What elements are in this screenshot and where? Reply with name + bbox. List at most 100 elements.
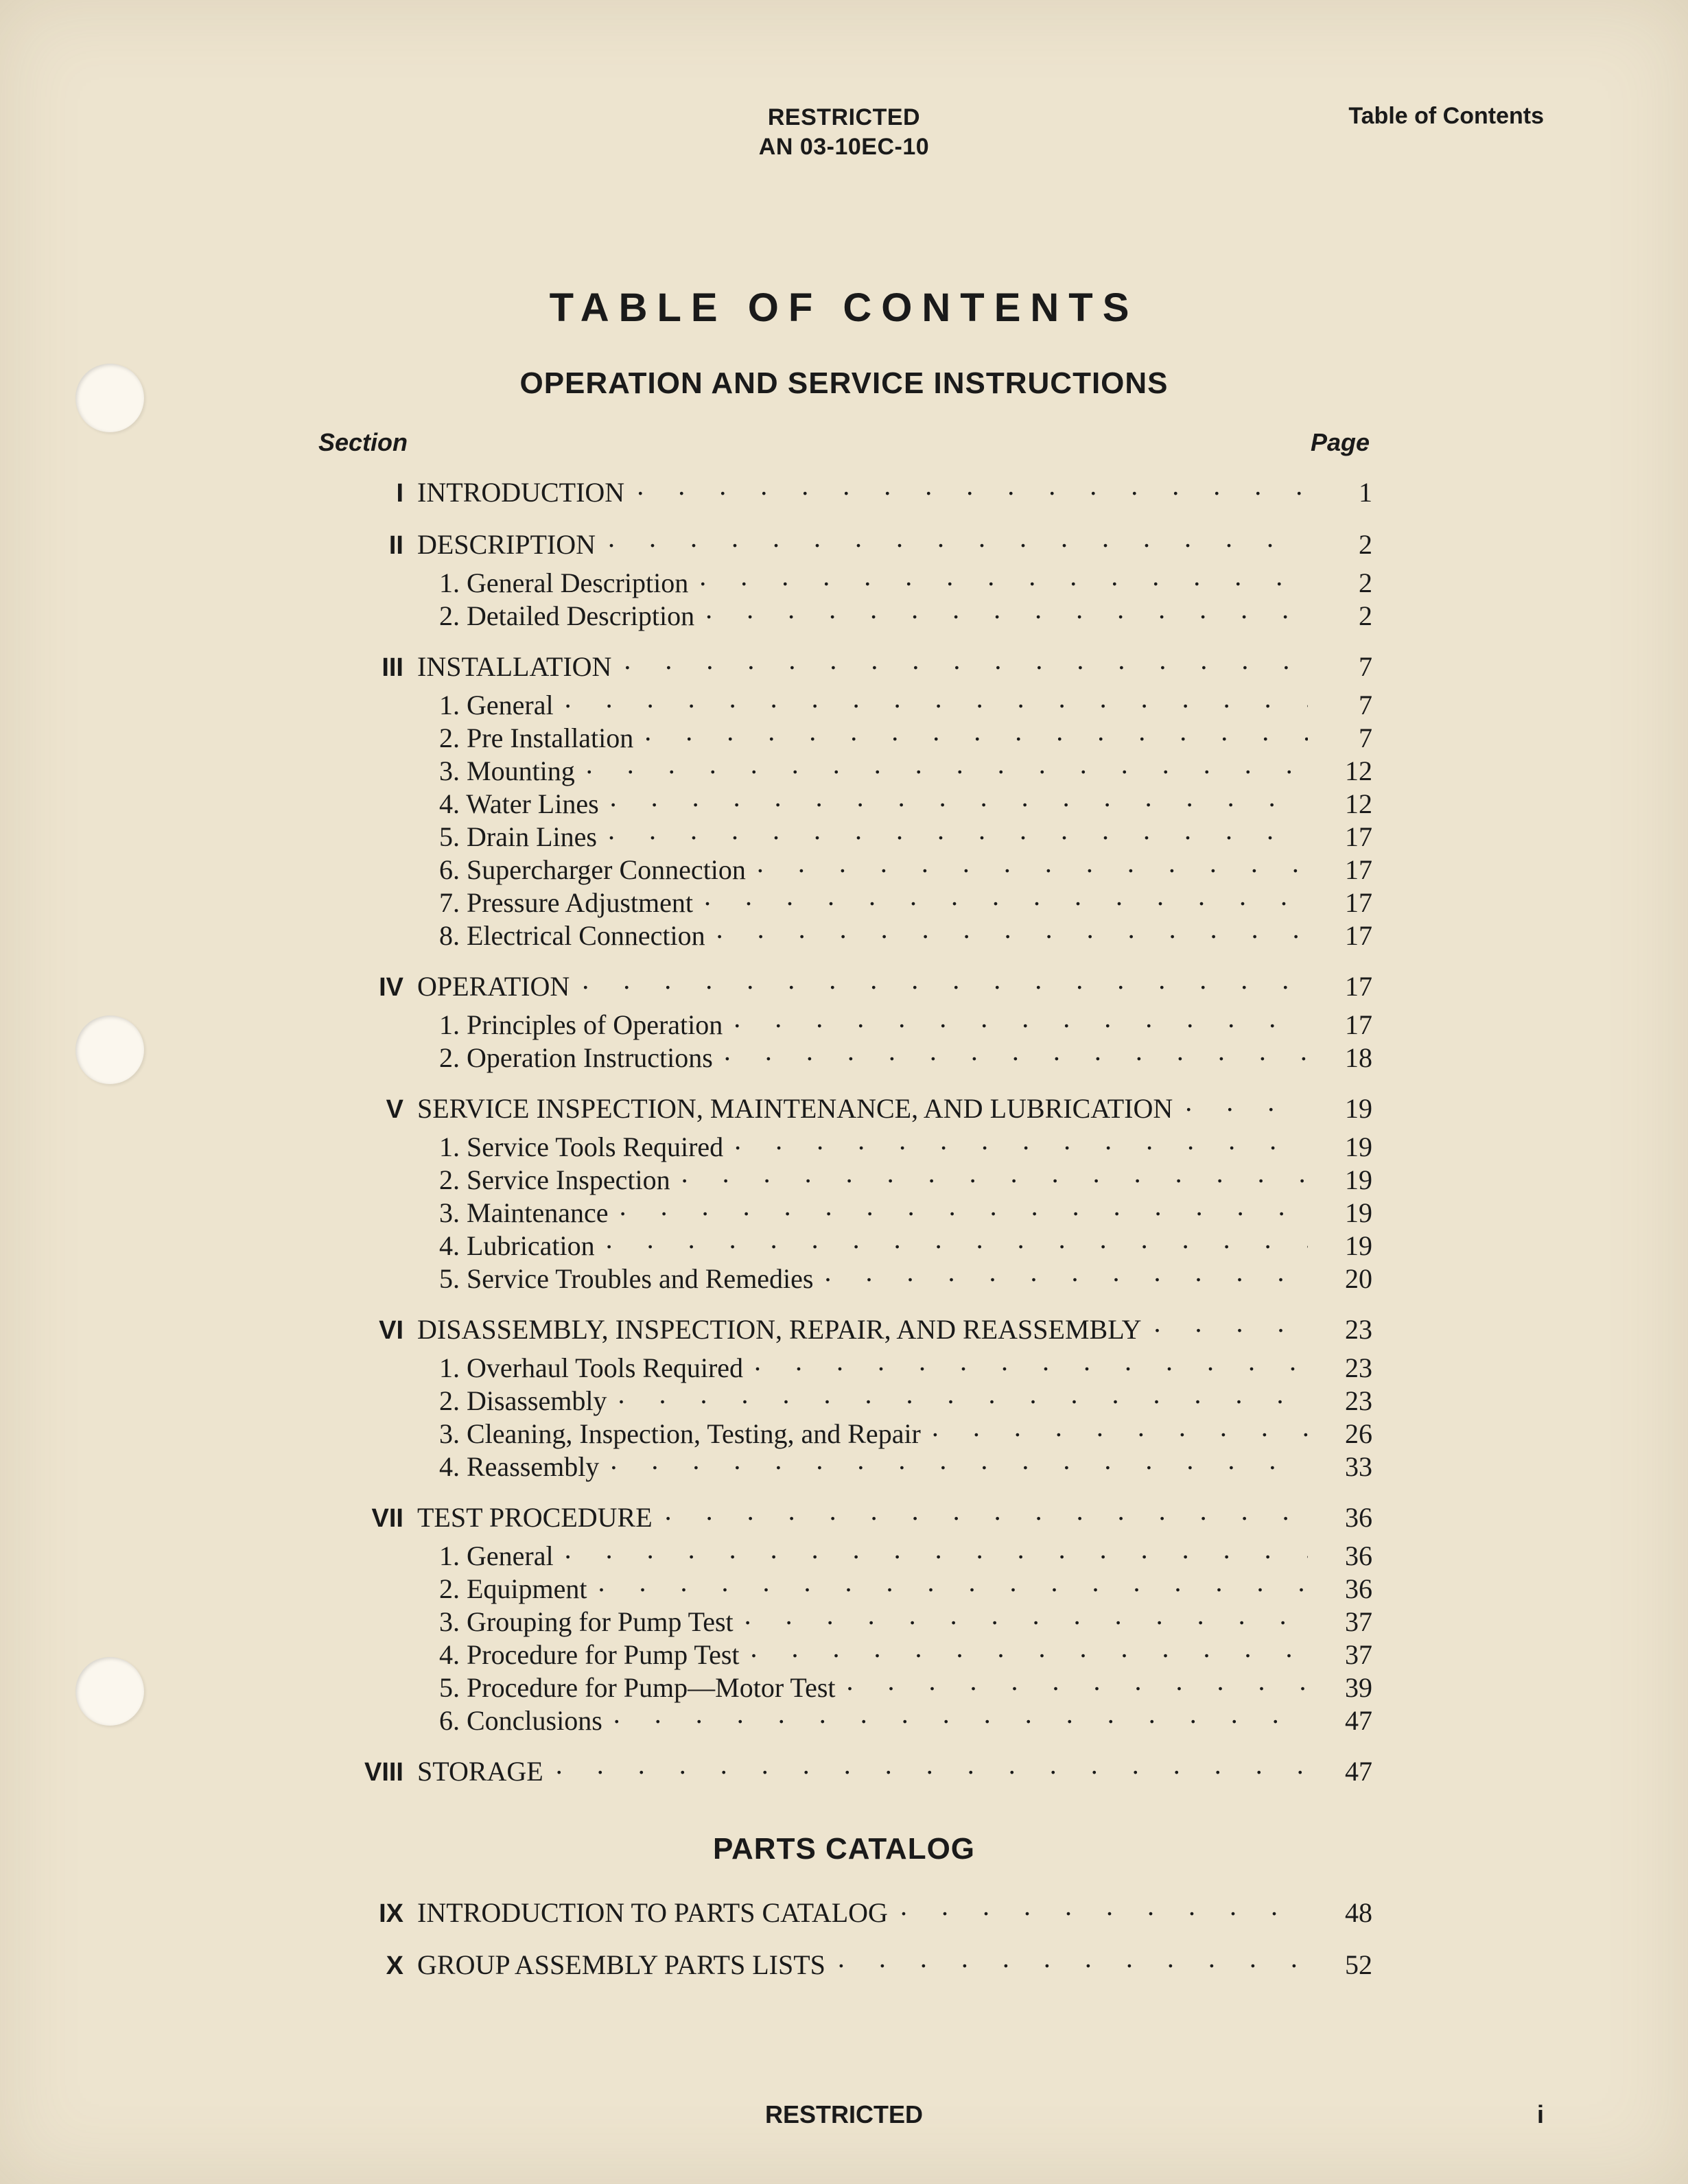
section-roman: VIII <box>316 1758 417 1787</box>
toc-section: VSERVICE INSPECTION, MAINTENANCE, AND LU… <box>316 1092 1372 1295</box>
leader-dots <box>838 1940 1308 1973</box>
subtitle-operation: OPERATION AND SERVICE INSTRUCTIONS <box>0 366 1688 401</box>
header-corner: Table of Contents <box>1348 103 1544 130</box>
subsection-page: 12 <box>1312 788 1372 820</box>
toc-section-row: IIIINSTALLATION7 <box>316 650 1372 685</box>
toc-section: IXINTRODUCTION TO PARTS CATALOG48 <box>316 1897 1372 1931</box>
subsection-page: 7 <box>1312 722 1372 754</box>
leader-dots <box>618 1376 1308 1409</box>
toc-section-row: VIITEST PROCEDURE36 <box>316 1501 1372 1536</box>
toc-section: IIDESCRIPTION 2 1. General Description 2 2. … <box>316 528 1372 633</box>
toc-subsection-row: 4. Reassembly33 <box>439 1451 1372 1483</box>
leader-dots <box>637 468 1308 500</box>
punch-hole <box>75 364 144 432</box>
leader-dots <box>745 1597 1308 1630</box>
leader-dots <box>582 962 1308 994</box>
section-page: 47 <box>1312 1755 1372 1787</box>
leader-dots <box>608 520 1308 552</box>
toc-section-row: IVOPERATION17 <box>316 970 1372 1005</box>
leader-dots <box>754 1343 1308 1376</box>
toc-section-row: XGROUP ASSEMBLY PARTS LISTS52 <box>316 1949 1372 1983</box>
section-title: INTRODUCTION TO PARTS CATALOG <box>417 1897 896 1929</box>
subsection-title: 2. Detailed Description <box>439 600 701 632</box>
leader-dots <box>610 779 1308 812</box>
leader-dots <box>705 591 1308 624</box>
subsection-title: 1. General Description <box>439 567 695 599</box>
document-page: RESTRICTED AN 03-10EC-10 Table of Conten… <box>0 0 1688 2184</box>
leader-dots <box>1154 1305 1308 1337</box>
leader-dots <box>751 1630 1309 1663</box>
subsection-page: 7 <box>1312 689 1372 721</box>
leader-dots <box>608 812 1308 845</box>
toc-section-row: IIDESCRIPTION 2 <box>316 528 1372 563</box>
subsection-title: 6. Conclusions <box>439 1704 609 1737</box>
column-headers: Section Page <box>316 428 1372 457</box>
section-title: SERVICE INSPECTION, MAINTENANCE, AND LUB… <box>417 1092 1181 1125</box>
subsection-page: 20 <box>1312 1263 1372 1295</box>
section-page: 2 <box>1312 528 1372 561</box>
section-page: 1 <box>1312 476 1372 508</box>
subsection-title: 5. Drain Lines <box>439 821 604 853</box>
subsection-page: 23 <box>1312 1385 1372 1417</box>
toc-section: IVOPERATION171. Principles of Operation1… <box>316 970 1372 1075</box>
leader-dots <box>556 1747 1308 1779</box>
leader-dots <box>757 845 1308 878</box>
punch-hole <box>75 1015 144 1084</box>
section-roman: VI <box>316 1316 417 1346</box>
toc-section: VIITEST PROCEDURE361. General362. Equipm… <box>316 1501 1372 1737</box>
page-footer: RESTRICTED i <box>0 2100 1688 2129</box>
leader-dots <box>699 559 1308 591</box>
toc-section: IIIINSTALLATION71. General72. Pre Instal… <box>316 650 1372 952</box>
subsection-page: 47 <box>1312 1704 1372 1737</box>
toc-section: VIDISASSEMBLY, INSPECTION, REPAIR, AND R… <box>316 1313 1372 1483</box>
subsection-title: 1. General <box>439 689 561 721</box>
toc-subsection-row: 5. Service Troubles and Remedies20 <box>439 1263 1372 1295</box>
leader-dots <box>724 1033 1308 1066</box>
toc-section-row: VIDISASSEMBLY, INSPECTION, REPAIR, AND R… <box>316 1313 1372 1348</box>
leader-dots <box>681 1155 1308 1188</box>
subsection-page: 19 <box>1312 1164 1372 1196</box>
subsection-page: 19 <box>1312 1230 1372 1262</box>
section-title: STORAGE <box>417 1755 552 1787</box>
subsection-page: 36 <box>1312 1573 1372 1605</box>
subsection-title: 2. Disassembly <box>439 1385 613 1417</box>
subsection-page: 17 <box>1312 919 1372 952</box>
toc-section: IINTRODUCTION1 <box>316 476 1372 510</box>
section-title: INSTALLATION <box>417 650 620 683</box>
section-roman: II <box>316 531 417 561</box>
leader-dots <box>734 1123 1308 1155</box>
toc-section-row: VSERVICE INSPECTION, MAINTENANCE, AND LU… <box>316 1092 1372 1127</box>
subsection-title: 4. Procedure for Pump Test <box>439 1639 747 1671</box>
section-title: DESCRIPTION <box>417 528 604 561</box>
toc-section: XGROUP ASSEMBLY PARTS LISTS52 <box>316 1949 1372 1983</box>
subsection-page: 17 <box>1312 821 1372 853</box>
section-page: 23 <box>1312 1313 1372 1346</box>
subsection-title: 3. Mounting <box>439 755 582 787</box>
document-number: AN 03-10EC-10 <box>0 132 1688 162</box>
subsection-page: 33 <box>1312 1451 1372 1483</box>
subsection-page: 17 <box>1312 1009 1372 1041</box>
subsection-title: 8. Electrical Connection <box>439 919 712 952</box>
leader-dots <box>665 1493 1308 1525</box>
toc-section-row: IXINTRODUCTION TO PARTS CATALOG48 <box>316 1897 1372 1931</box>
section-page: 48 <box>1312 1897 1372 1929</box>
section-roman: IV <box>316 973 417 1002</box>
subsection-title: 2. Equipment <box>439 1573 594 1605</box>
toc-subsection-row: 6. Conclusions 47 <box>439 1704 1372 1737</box>
leader-dots <box>704 878 1308 911</box>
section-roman: X <box>316 1951 417 1981</box>
leader-dots <box>565 1531 1308 1564</box>
leader-dots <box>825 1254 1309 1287</box>
section-page: 36 <box>1312 1501 1372 1534</box>
leader-dots <box>565 681 1308 713</box>
subsection-page: 12 <box>1312 755 1372 787</box>
leader-dots <box>624 642 1308 674</box>
subsection-title: 3. Maintenance <box>439 1197 616 1229</box>
subsection-page: 17 <box>1312 854 1372 886</box>
subsection-title: 4. Water Lines <box>439 788 606 820</box>
section-title: INTRODUCTION <box>417 476 633 508</box>
section-roman: VII <box>316 1504 417 1534</box>
section-roman: V <box>316 1095 417 1125</box>
section-page: 7 <box>1312 650 1372 683</box>
subsection-page: 17 <box>1312 886 1372 919</box>
